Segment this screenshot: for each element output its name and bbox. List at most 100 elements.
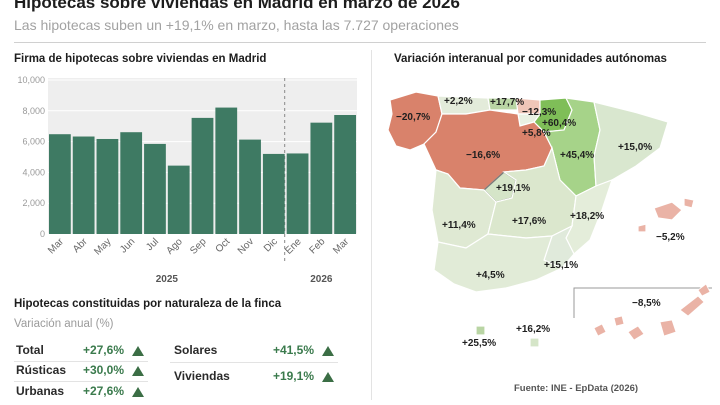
map-label-galicia: −20,7% (396, 112, 430, 123)
map-label-asturias: +2,2% (444, 96, 473, 107)
row-label: Rústicas (16, 363, 67, 377)
table-row-total: Total +27,6% (16, 342, 146, 360)
bar (49, 134, 71, 234)
region-melilla (529, 337, 540, 348)
x-tick-label: Nov (236, 236, 256, 256)
bar (191, 117, 214, 234)
row-label: Solares (174, 343, 218, 357)
region-ceuta (475, 325, 486, 336)
source-note: Fuente: INE - EpData (2026) (514, 383, 639, 394)
year-label: 2026 (310, 274, 333, 285)
region-cataluna (593, 101, 669, 187)
map-label-pais-vasco: −12,3% (522, 107, 556, 118)
canary-island (659, 319, 677, 337)
row-divider (14, 381, 148, 382)
x-tick-label: Abr (71, 236, 90, 255)
x-tick-label: Mar (46, 236, 66, 256)
x-tick-label: Oct (214, 236, 233, 255)
row-value: +27,6% (82, 384, 124, 398)
map-label-murcia: +15,1% (544, 260, 578, 271)
table-row-viviendas: Viviendas +19,1% (174, 368, 336, 386)
row-divider (170, 362, 338, 363)
bar (310, 122, 333, 234)
map-label-cataluna: +15,0% (618, 142, 652, 153)
map-label-melilla: +16,2% (516, 324, 550, 335)
map-label-navarra: +60,4% (542, 118, 576, 129)
trend-up-icon (322, 372, 334, 382)
region-baleares (653, 201, 683, 221)
y-tick-label: 8,000 (22, 106, 45, 116)
map-label-castilla-la-mancha: +17,6% (512, 216, 546, 227)
x-tick-label: Ene (283, 236, 304, 257)
region-baleares-island (683, 197, 695, 209)
table-row-urbanas: Urbanas +27,6% (16, 383, 146, 401)
row-label: Urbanas (16, 384, 65, 398)
row-value: +41,5% (272, 343, 314, 357)
x-tick-label: Ago (164, 236, 185, 257)
y-tick-label: 4,000 (22, 167, 45, 177)
table-row-rusticas: Rústicas +30,0% (16, 362, 146, 380)
map-label-aragon: +45,4% (560, 150, 594, 161)
table-row-solares: Solares +41,5% (174, 342, 336, 360)
bar (167, 165, 190, 234)
y-tick-label: 10,000 (17, 75, 45, 85)
map-label-ceuta: +25,5% (462, 338, 496, 349)
map-label-la-rioja: +5,8% (522, 128, 551, 139)
inset-frame (573, 287, 712, 318)
bar (72, 136, 95, 234)
map-label-baleares: −5,2% (656, 232, 685, 243)
trend-up-icon (132, 387, 144, 397)
bar-chart-title: Firma de hipotecas sobre viviendas en Ma… (14, 53, 267, 65)
x-tick-label: Mar (331, 236, 351, 256)
bar (215, 107, 238, 234)
x-tick-label: Sep (188, 236, 209, 257)
bar (144, 143, 166, 234)
map-label-extremadura: +11,4% (442, 220, 476, 231)
row-value: +30,0% (82, 363, 124, 377)
trend-up-icon (132, 346, 144, 356)
map-label-canarias: −8,5% (632, 298, 661, 309)
canary-island (627, 325, 645, 341)
region-baleares-island (637, 223, 647, 233)
row-divider (14, 361, 148, 362)
bar (239, 139, 261, 234)
table-subtitle: Variación anual (%) (14, 318, 114, 330)
canary-island (613, 315, 625, 327)
map-label-valenciana: +18,2% (570, 211, 604, 222)
page-subtitle: Las hipotecas suben un +19,1% en marzo, … (14, 17, 459, 33)
row-label: Viviendas (174, 369, 230, 383)
map-label-castilla-leon: −16,6% (466, 150, 500, 161)
x-tick-label: Feb (308, 236, 328, 256)
canarias-inset (573, 283, 712, 341)
header-divider (14, 42, 706, 43)
bar (120, 132, 143, 234)
y-tick-label: 2,000 (22, 198, 45, 208)
map-label-cantabria: +17,7% (490, 97, 524, 108)
canary-island (679, 295, 705, 317)
canary-island (697, 283, 711, 297)
row-value: +19,1% (272, 369, 314, 383)
bar-chart: 0 2,000 4,000 6,000 8,000 10,000 Mar Abr May Jun J… (17, 75, 357, 285)
bar (262, 153, 285, 234)
row-value: +27,6% (82, 343, 124, 357)
bar (286, 153, 309, 234)
region-andalucia (433, 233, 564, 293)
column-divider (371, 50, 372, 400)
canary-island (593, 323, 607, 337)
spain-map: +2,2% +17,7% −12,3% −20,7% +60,4% +5,8% … (387, 91, 712, 349)
bar (96, 138, 119, 234)
bar (334, 115, 356, 234)
x-tick-label: Jul (144, 236, 161, 253)
map-title: Variación interanual por comunidades aut… (394, 53, 667, 65)
x-tick-label: Dic (262, 236, 280, 254)
x-tick-label: Jun (118, 236, 137, 255)
trend-up-icon (132, 366, 144, 376)
trend-up-icon (322, 346, 334, 356)
x-tick-label: May (92, 236, 113, 257)
y-tick-label: 0 (40, 229, 45, 239)
year-label: 2025 (156, 274, 179, 285)
row-label: Total (16, 343, 44, 357)
map-label-madrid: +19,1% (496, 183, 530, 194)
map-label-andalucia: +4,5% (476, 270, 505, 281)
table-title: Hipotecas constituidas por naturaleza de… (14, 298, 282, 310)
